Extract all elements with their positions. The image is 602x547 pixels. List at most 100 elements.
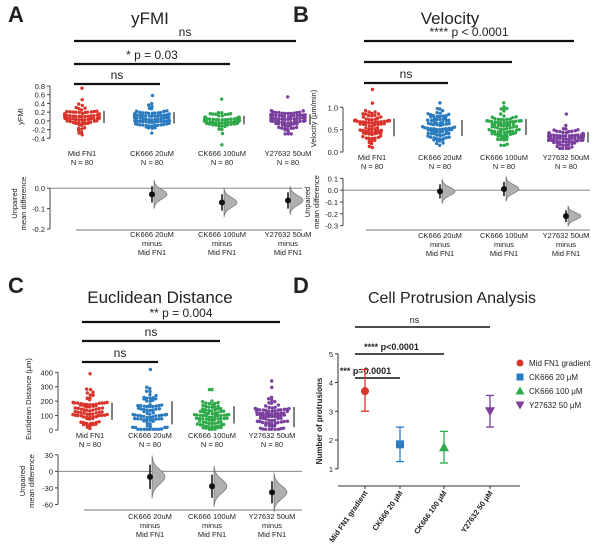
- data-point: [157, 403, 161, 408]
- data-point: [138, 404, 143, 408]
- data-point: [502, 101, 506, 105]
- data-point: [148, 386, 152, 391]
- data-point: [226, 117, 230, 122]
- data-point: [576, 128, 580, 132]
- data-point: [490, 131, 494, 136]
- data-point: [204, 401, 208, 405]
- data-point: [519, 119, 523, 123]
- data-point: [273, 412, 278, 416]
- data-point: [426, 131, 430, 136]
- data-point: [558, 129, 562, 134]
- data-point: [144, 111, 148, 115]
- data-point: [280, 114, 284, 118]
- data-point: [286, 121, 290, 125]
- data-point: [145, 399, 149, 403]
- data-point: [370, 121, 374, 125]
- data-point: [272, 418, 277, 422]
- data-point: [214, 117, 219, 122]
- data-point: [209, 409, 214, 413]
- data-point: [210, 412, 215, 416]
- data-point: [134, 109, 139, 113]
- data-point: [493, 120, 498, 124]
- y-tick-label: 300: [40, 383, 53, 392]
- data-point: [91, 390, 95, 394]
- data-point: [502, 127, 506, 132]
- data-point: [496, 132, 500, 137]
- group-label: Y27632 50uM: [265, 149, 312, 158]
- data-point: [204, 417, 209, 421]
- panel-title: Euclidean Distance: [87, 288, 233, 307]
- data-point: [447, 126, 451, 131]
- data-point: [215, 411, 220, 415]
- mean-difference-point: [209, 483, 215, 490]
- data-point: [77, 118, 81, 122]
- y-tick-label: 0.8: [35, 82, 45, 91]
- data-point: [277, 110, 281, 115]
- y-tick-label: 400: [40, 368, 53, 377]
- data-point: [511, 125, 515, 129]
- data-point: [80, 97, 84, 102]
- data-point: [219, 124, 224, 129]
- data-point: [277, 117, 281, 121]
- data-point: [167, 115, 171, 119]
- data-point: [88, 396, 92, 400]
- delta-label-minus: minus: [430, 240, 450, 249]
- data-point: [213, 408, 217, 412]
- delta-label-reference: Mid FN1: [490, 249, 518, 258]
- data-point: [154, 404, 158, 408]
- data-point: [148, 396, 152, 400]
- data-point: [502, 105, 506, 109]
- data-point: [217, 114, 221, 118]
- bootstrap-distribution: [567, 205, 582, 227]
- data-point: [77, 114, 82, 119]
- data-point: [440, 108, 445, 113]
- y-tick-label: 0.5: [328, 126, 338, 135]
- data-point: [92, 113, 96, 118]
- data-point: [142, 427, 147, 431]
- data-point: [160, 417, 164, 421]
- data-point: [253, 406, 258, 411]
- data-point: [133, 425, 138, 430]
- data-point: [438, 133, 442, 138]
- data-point: [496, 117, 501, 122]
- data-point: [87, 412, 92, 417]
- data-point: [281, 426, 286, 430]
- data-point: [490, 125, 494, 129]
- data-point: [204, 404, 208, 409]
- bootstrap-distribution: [441, 178, 456, 204]
- data-point: [74, 117, 78, 122]
- data-point: [217, 127, 221, 131]
- data-point: [555, 144, 559, 149]
- data-point: [198, 419, 202, 423]
- data-point: [220, 143, 224, 147]
- data-point: [85, 415, 89, 420]
- delta-label-minus: minus: [212, 239, 232, 248]
- data-point: [194, 416, 199, 421]
- data-point: [273, 427, 277, 431]
- data-point: [264, 417, 268, 421]
- data-point: [210, 399, 214, 403]
- y-axis-label: Euclidean Distance (μm): [24, 358, 33, 440]
- data-point: [220, 131, 225, 136]
- data-point: [201, 403, 205, 408]
- data-point: [267, 427, 272, 431]
- data-point: [213, 425, 217, 429]
- data-point: [292, 111, 296, 115]
- data-point: [573, 133, 577, 138]
- data-point: [426, 126, 430, 130]
- data-point: [74, 114, 78, 119]
- data-point: [270, 398, 274, 402]
- data-point: [493, 116, 497, 121]
- data-point: [85, 396, 89, 400]
- data-point: [379, 115, 383, 119]
- data-point: [62, 112, 67, 116]
- data-point: [489, 119, 494, 124]
- group-n-label: N = 80: [555, 162, 577, 171]
- y-tick-label: 0.4: [35, 99, 45, 108]
- data-point: [68, 114, 72, 118]
- data-point: [452, 125, 457, 129]
- data-point: [429, 126, 433, 131]
- data-point: [364, 126, 368, 130]
- data-point: [152, 111, 157, 115]
- data-point: [514, 115, 518, 119]
